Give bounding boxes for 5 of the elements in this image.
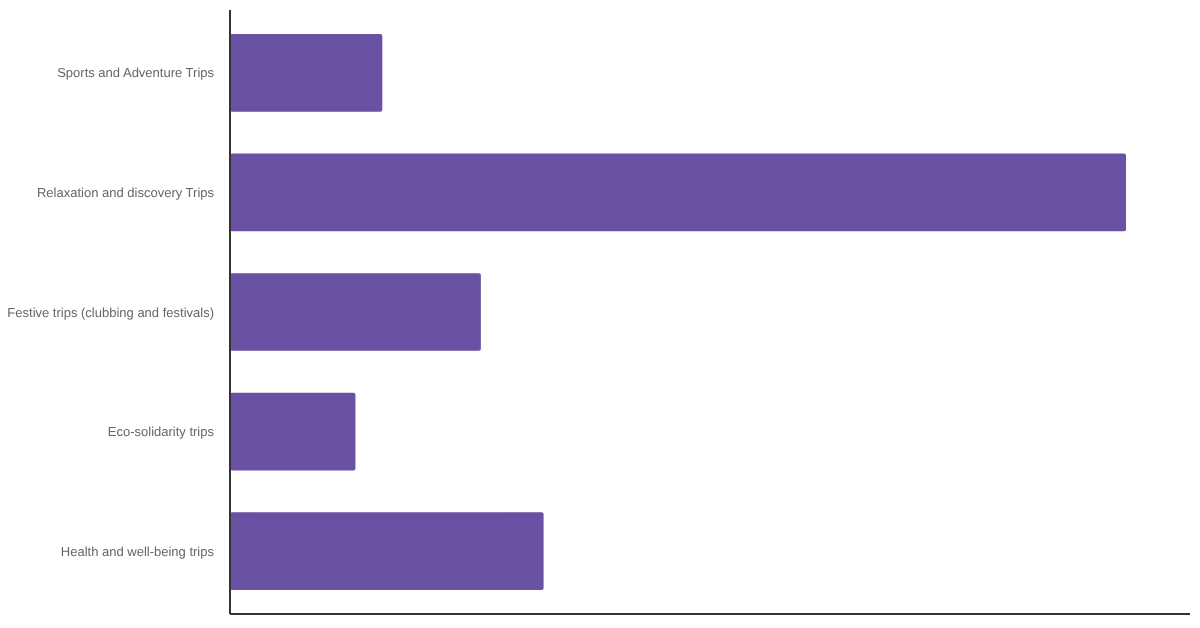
bar <box>230 273 481 351</box>
bar <box>230 33 383 112</box>
bar <box>230 153 1126 232</box>
bar <box>230 392 356 471</box>
bar <box>230 512 544 591</box>
